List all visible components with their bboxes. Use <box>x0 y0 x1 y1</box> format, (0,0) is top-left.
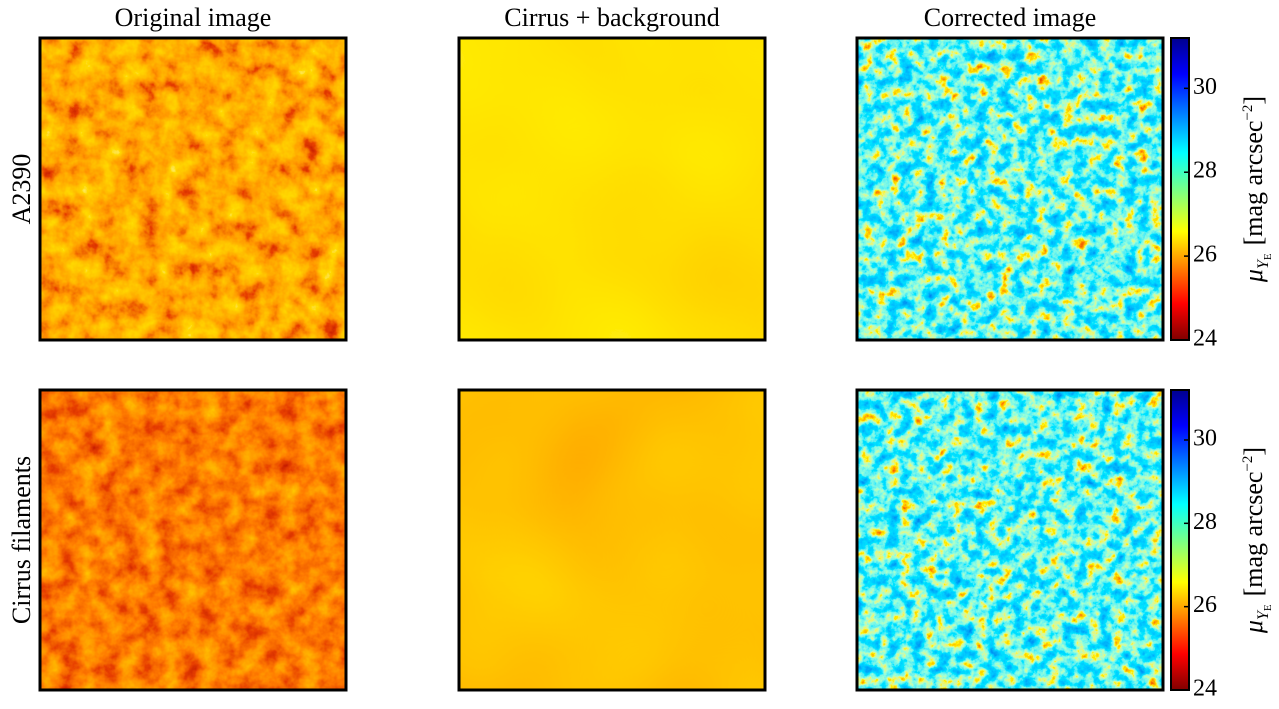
column-title: Cirrus + background <box>504 3 719 32</box>
label-part: [mag arcsec <box>1239 121 1268 246</box>
label-part: −2 <box>1240 105 1256 121</box>
tick-label: 26 <box>1193 242 1217 268</box>
label-part: [mag arcsec <box>1239 472 1268 597</box>
image-panel <box>459 38 765 340</box>
tick-label: 30 <box>1193 74 1217 100</box>
colorbar-label: μYE [mag arcsec−2] <box>1239 96 1274 283</box>
colorbar-label: μYE [mag arcsec−2] <box>1239 447 1274 634</box>
image-panel <box>40 390 346 690</box>
colorbar <box>1170 389 1190 691</box>
label-part: −2 <box>1240 456 1256 472</box>
colorbar <box>1170 37 1190 341</box>
column-title: Corrected image <box>924 3 1097 32</box>
image-panel <box>40 38 346 340</box>
row-label: Cirrus filaments <box>7 456 36 624</box>
tick-label: 26 <box>1193 592 1217 618</box>
tick-label: 30 <box>1193 426 1217 452</box>
label-part: ] <box>1239 96 1268 105</box>
tick-label: 24 <box>1193 676 1217 702</box>
label-part: μ <box>1239 269 1268 283</box>
column-title: Original image <box>115 3 272 32</box>
panels <box>38 36 1165 692</box>
label-part: E <box>1262 604 1274 611</box>
tick-label: 28 <box>1193 509 1217 535</box>
image-panel <box>857 38 1163 340</box>
label-part: E <box>1262 253 1274 260</box>
label-part: ] <box>1239 447 1268 456</box>
image-panel <box>857 390 1163 690</box>
image-panel <box>459 390 765 690</box>
label-part: Y <box>1255 258 1272 269</box>
label-part: Y <box>1255 609 1272 620</box>
label-part: μ <box>1239 620 1268 634</box>
tick-label: 24 <box>1193 326 1217 352</box>
tick-label: 28 <box>1193 158 1217 184</box>
row-label: A2390 <box>7 154 36 225</box>
